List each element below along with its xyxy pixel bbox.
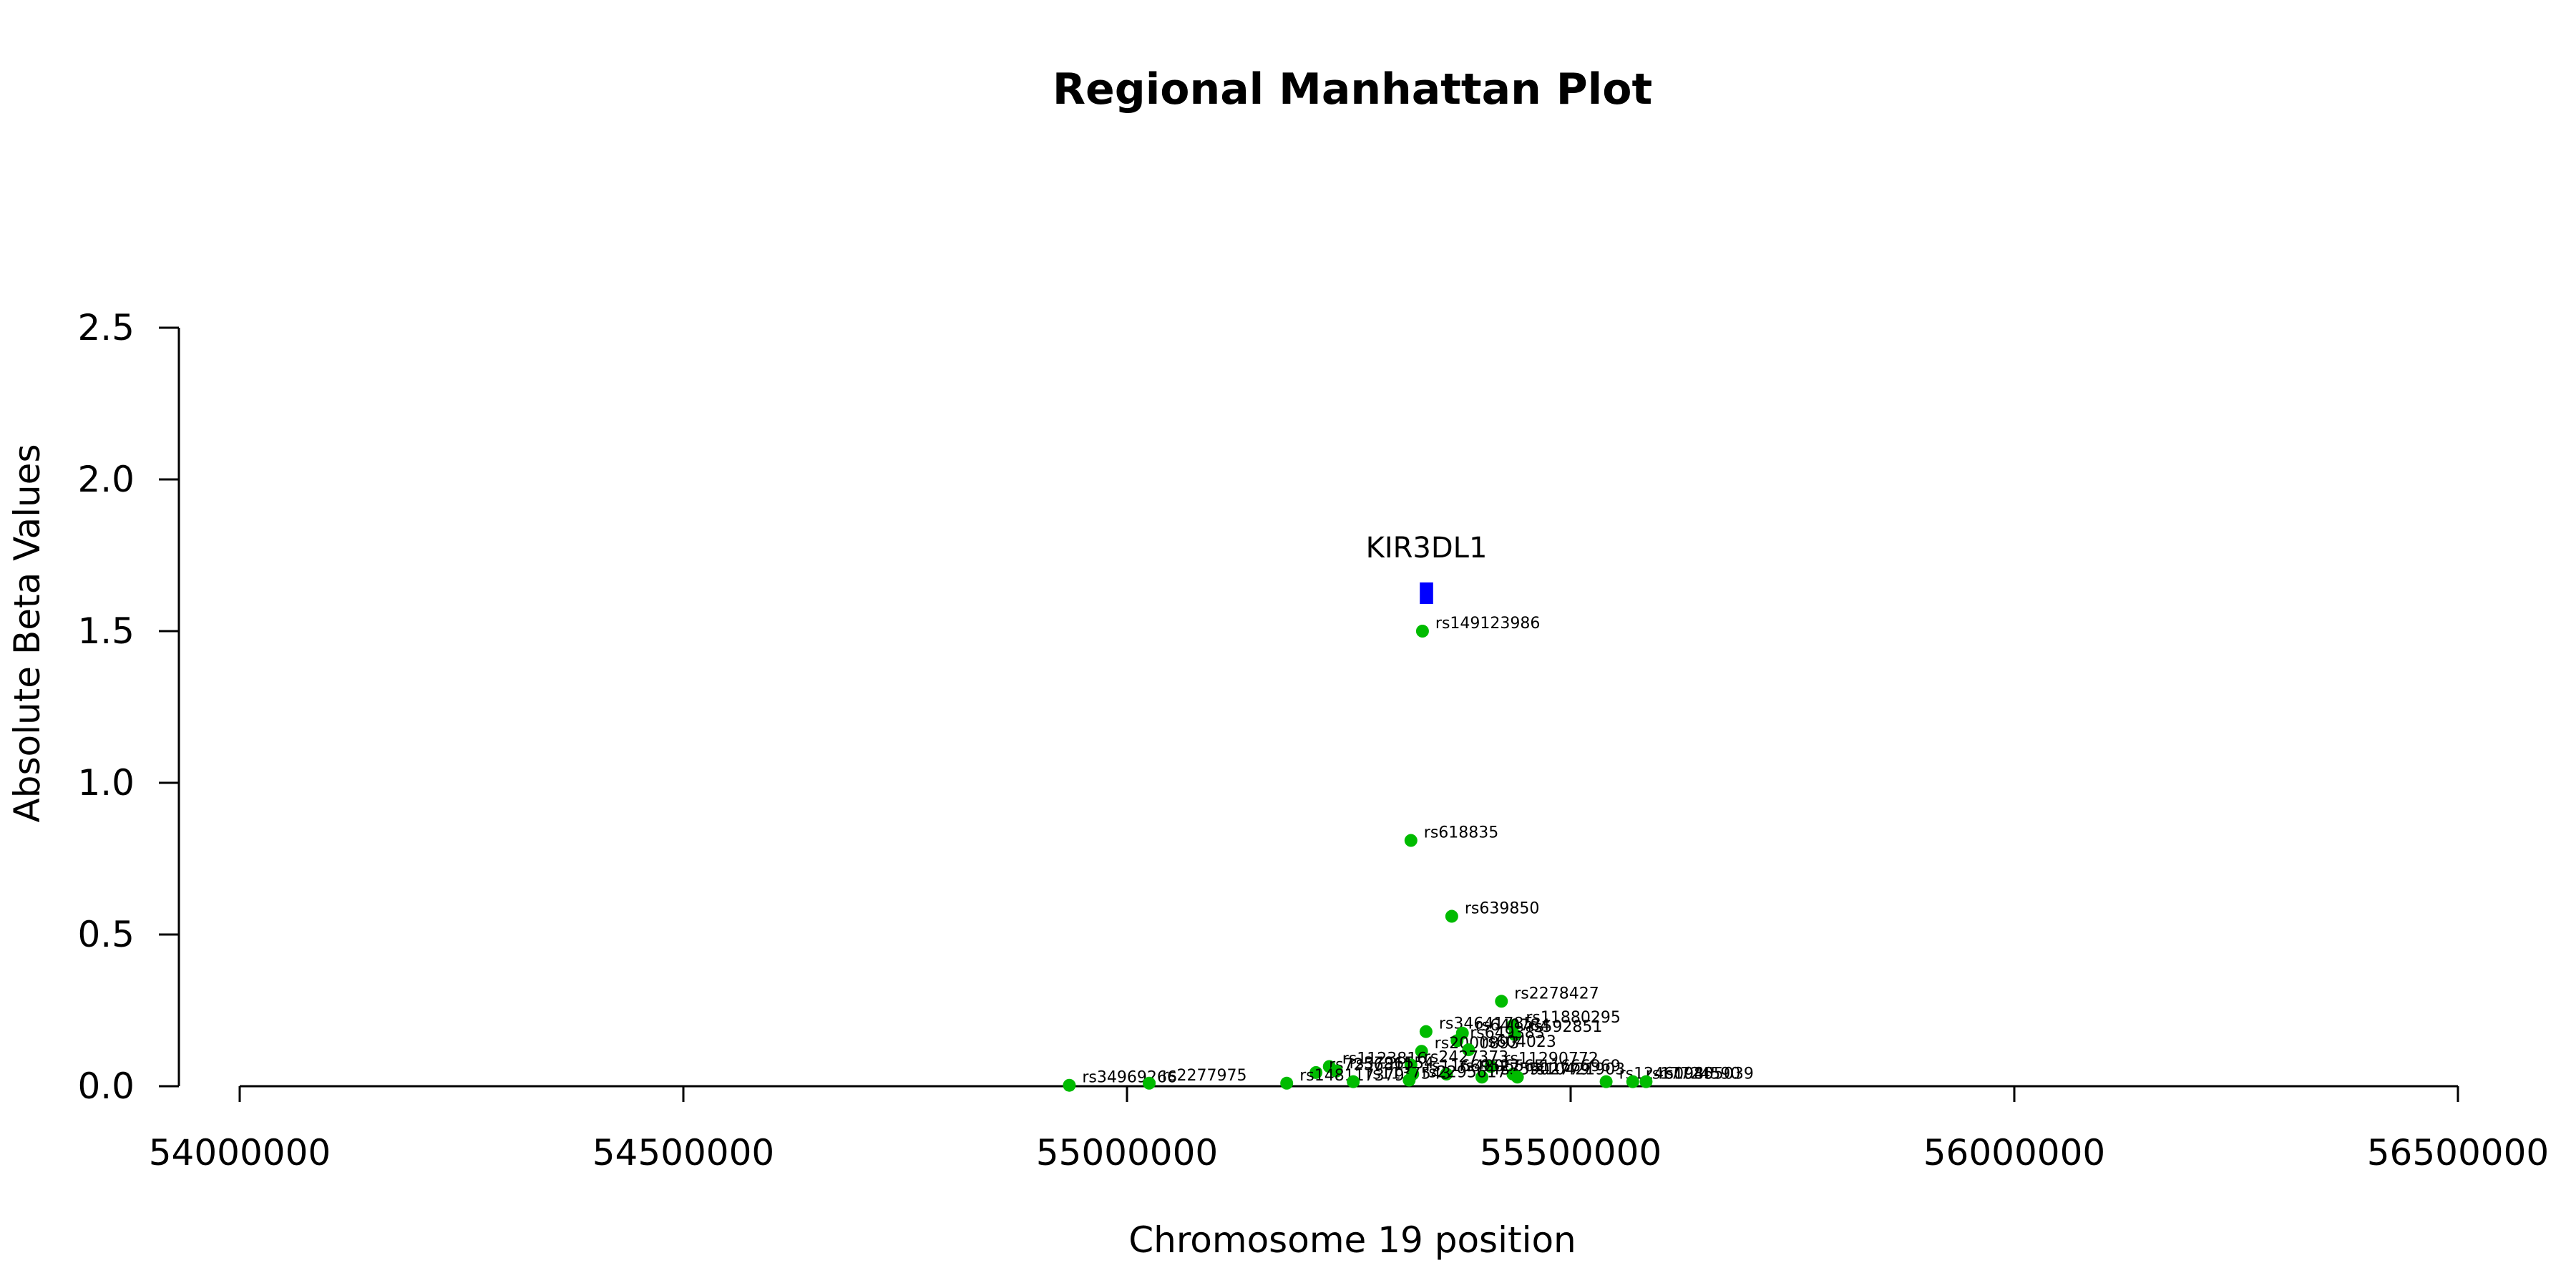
snp-label: rs2278427 <box>1514 985 1599 1002</box>
snp-point <box>1143 1076 1156 1090</box>
snp-point <box>1445 909 1458 923</box>
snp-label: rs10405039 <box>1659 1065 1753 1083</box>
snp-point <box>1599 1075 1613 1088</box>
snp-label: rs2295617 <box>1422 1064 1506 1082</box>
axes: 54000000 54500000 55000000 55500000 56000000… <box>77 307 2549 1174</box>
x-axis-label: Chromosome 19 position <box>1128 1219 1576 1261</box>
snp-point <box>1415 625 1429 638</box>
y-tick-label: 2.5 <box>77 307 135 348</box>
y-tick-label: 1.0 <box>77 762 135 804</box>
snp-point <box>1063 1078 1076 1092</box>
snp-point <box>1639 1075 1653 1088</box>
snp-point <box>1462 1043 1475 1057</box>
snp-point <box>1330 1064 1343 1078</box>
x-tick-label: 56000000 <box>1923 1132 2106 1174</box>
snp-label: rs639850 <box>1465 900 1539 918</box>
y-tick-label: 0.0 <box>77 1065 135 1107</box>
x-tick-label: 55500000 <box>1480 1132 1662 1174</box>
snp-label: rs34969266 <box>1082 1069 1176 1087</box>
snp-label: rs592851 <box>1528 1018 1603 1036</box>
snp-point <box>1402 1073 1416 1087</box>
snp-label: rs604023 <box>1481 1033 1556 1051</box>
snp-label: rs11880295 <box>1526 1009 1620 1027</box>
snp-point <box>1419 1025 1433 1038</box>
x-tick-label: 54000000 <box>149 1132 331 1174</box>
y-tick-label: 0.5 <box>77 914 135 955</box>
snp-label: rs149123986 <box>1435 615 1540 633</box>
x-tick-label: 54500000 <box>592 1132 775 1174</box>
snp-label: rs4806565 <box>1459 1058 1543 1075</box>
snp-point <box>1440 1068 1453 1081</box>
y-tick-label: 2.0 <box>77 459 135 500</box>
snp-label: rs17724590 <box>1646 1065 1740 1083</box>
snp-label: rs3796554 <box>1350 1055 1435 1073</box>
snp-label: rs10421903 <box>1531 1060 1625 1078</box>
snp-point <box>1495 995 1508 1008</box>
snp-point <box>1415 1045 1428 1058</box>
x-tick-label: 55000000 <box>1036 1132 1219 1174</box>
snp-point <box>1626 1075 1639 1088</box>
points-layer: rs149123986 rs618835 rs639850 rs2278427 rs11… <box>1063 615 1754 1092</box>
gene-layer: KIR3DL1 <box>1366 532 1488 604</box>
snp-label: rs35902779 <box>1495 1060 1589 1078</box>
x-tick-label: 56500000 <box>2367 1132 2550 1174</box>
snp-label: rs618835 <box>1424 824 1499 842</box>
snp-point <box>1404 834 1418 847</box>
chart-title: Regional Manhattan Plot <box>1053 64 1652 114</box>
gene-label: KIR3DL1 <box>1366 532 1488 565</box>
snp-label: rs11666969 <box>1526 1058 1620 1075</box>
y-tick-label: 1.5 <box>77 610 135 652</box>
snp-label: rs649383 <box>1470 1024 1545 1042</box>
gene-block <box>1420 582 1433 604</box>
snp-point <box>1309 1065 1323 1079</box>
snp-point <box>1511 1070 1524 1084</box>
snp-point <box>1450 1034 1464 1048</box>
snp-label: rs7256811 <box>1329 1056 1414 1074</box>
snp-point <box>1475 1070 1488 1084</box>
y-axis-label: Absolute Beta Values <box>6 444 48 823</box>
snp-label: rs2277975 <box>1162 1067 1247 1085</box>
snp-label: rs2000893 <box>1435 1035 1520 1053</box>
snp-point <box>1347 1075 1360 1088</box>
snp-label: rs11290772 <box>1503 1050 1598 1068</box>
snp-point <box>1280 1076 1294 1090</box>
snp-point <box>1484 1060 1498 1073</box>
snp-point <box>1508 1028 1521 1041</box>
